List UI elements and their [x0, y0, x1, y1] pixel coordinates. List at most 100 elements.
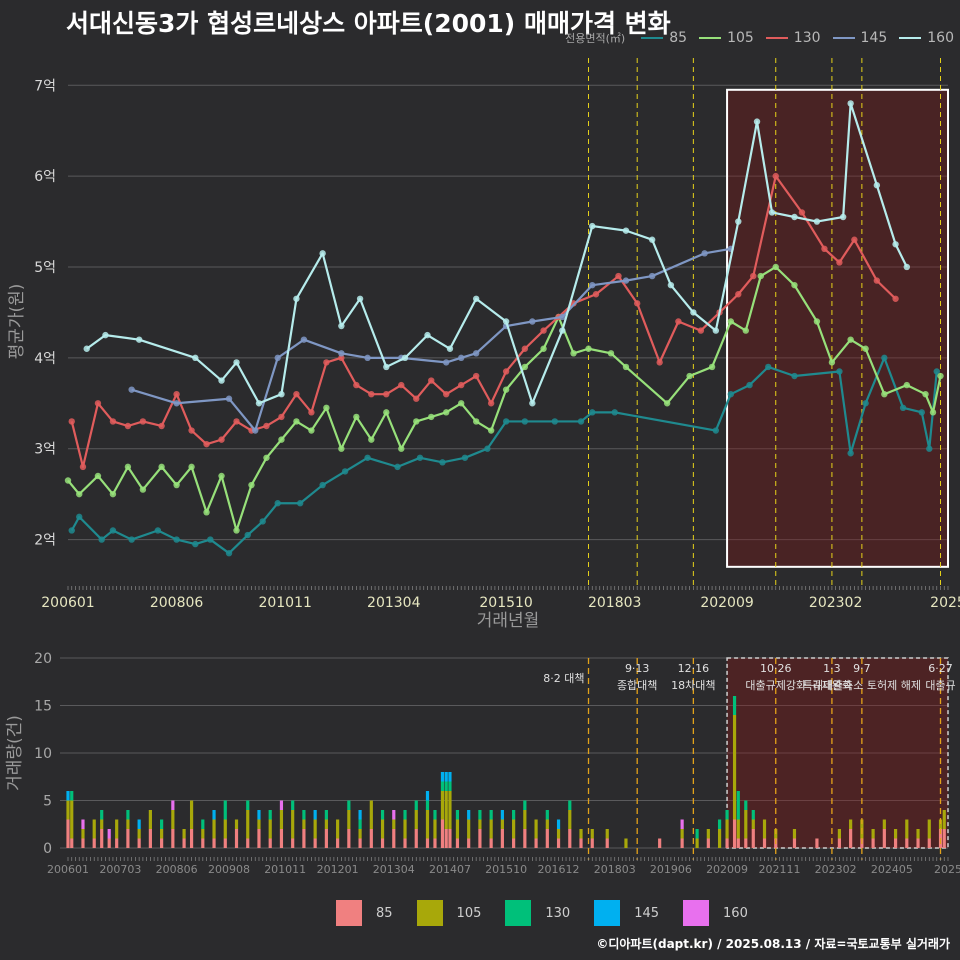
volume-bar-85	[455, 838, 460, 848]
data-point-130	[233, 418, 240, 425]
data-point-105	[727, 318, 735, 325]
volume-bar-130	[291, 800, 295, 810]
data-point-145	[648, 272, 656, 280]
volume-bar-85	[268, 838, 272, 848]
volume-bar-85	[736, 838, 740, 848]
volume-xtick-label: 201304	[373, 863, 415, 876]
data-point-85	[154, 527, 162, 534]
volume-bar-105	[358, 829, 362, 839]
volume-bar-105	[279, 810, 284, 829]
data-point-160	[648, 236, 656, 243]
data-point-160	[192, 354, 199, 362]
data-point-145	[300, 336, 308, 343]
data-point-85	[109, 527, 117, 534]
data-point-145	[128, 386, 135, 393]
volume-bar-105	[171, 810, 175, 829]
data-point-130	[124, 422, 132, 430]
volume-bar-105	[478, 819, 482, 829]
data-point-130	[697, 327, 705, 334]
data-point-85	[274, 500, 281, 507]
price-ytick-label: 3억	[34, 442, 56, 458]
volume-bar-105	[927, 819, 931, 839]
volume-bar-105	[115, 819, 119, 839]
volume-bar-105	[605, 829, 609, 839]
data-point-105	[929, 409, 937, 416]
data-point-85	[765, 363, 772, 371]
data-point-105	[188, 463, 195, 471]
volume-bar-130	[523, 800, 527, 810]
data-point-130	[615, 272, 622, 280]
legend-item-85: 85	[641, 30, 687, 46]
volume-bar-85	[279, 829, 284, 848]
volume-bar-130	[380, 810, 385, 820]
data-point-130	[851, 236, 858, 243]
volume-bar-85	[732, 819, 737, 848]
volume-bar-130	[545, 810, 549, 820]
volume-bar-105	[579, 829, 583, 839]
volume-bar-85	[448, 829, 452, 848]
volume-bar-85	[425, 838, 430, 848]
data-point-85	[484, 445, 491, 452]
volume-bar-105	[324, 819, 328, 829]
data-point-105	[607, 350, 615, 357]
data-point-145	[457, 354, 465, 362]
volume-bar-85	[160, 838, 164, 848]
data-point-105	[772, 263, 779, 271]
volume-bar-105	[893, 829, 898, 839]
volume-legend-item-160: 160	[683, 900, 748, 926]
volume-bar-105	[189, 800, 194, 829]
data-point-85	[918, 409, 925, 416]
legend-label: 105	[727, 30, 754, 46]
volume-xtick-label: 200806	[156, 863, 198, 876]
volume-bar-85	[556, 838, 561, 848]
volume-bar-85	[893, 838, 898, 848]
data-point-85	[439, 459, 446, 466]
data-point-105	[881, 390, 888, 398]
data-point-85	[207, 536, 214, 543]
volume-bar-145	[358, 810, 362, 820]
volume-legend-item-130: 130	[505, 900, 570, 926]
legend-label: 145	[860, 30, 888, 46]
volume-legend-item-145: 145	[594, 900, 659, 926]
volume-bar-130	[414, 800, 418, 810]
data-point-105	[521, 363, 529, 371]
volume-bar-105	[680, 829, 684, 839]
volume-bar-85	[100, 829, 104, 848]
data-point-105	[109, 490, 117, 498]
data-point-85	[611, 409, 618, 416]
data-point-105	[383, 409, 390, 416]
volume-bar-160	[279, 800, 284, 810]
legend-label: 85	[669, 30, 688, 46]
volume-bar-85	[882, 829, 886, 848]
data-point-105	[173, 481, 180, 489]
volume-xtick-label: 202009	[706, 863, 748, 876]
volume-bar-85	[70, 838, 74, 848]
volume-bar-85	[313, 838, 317, 848]
volume-bar-105	[268, 819, 272, 839]
volume-bar-105	[736, 819, 740, 839]
volume-bar-105	[369, 800, 373, 829]
volume-bar-130	[568, 800, 572, 810]
data-point-160	[667, 281, 675, 289]
data-point-160	[319, 250, 326, 257]
volume-xtick-label: 201201	[317, 863, 359, 876]
data-point-145	[589, 281, 596, 289]
data-point-145	[622, 277, 630, 284]
legend-swatch	[832, 37, 855, 39]
data-point-130	[821, 245, 828, 253]
volume-bar-160	[171, 800, 175, 810]
data-point-160	[102, 331, 109, 339]
volume-bar-130	[358, 819, 362, 829]
data-point-105	[413, 418, 420, 425]
volume-bar-130	[744, 800, 748, 810]
data-point-130	[656, 359, 663, 366]
volume-bar-85	[414, 829, 418, 848]
volume-bar-85	[706, 838, 710, 848]
volume-xtick-label: 201612	[538, 863, 580, 876]
volume-bar-130	[433, 810, 437, 820]
data-point-160	[735, 218, 742, 225]
data-point-130	[735, 291, 742, 298]
volume-bar-105	[126, 819, 130, 829]
data-point-105	[847, 336, 854, 343]
volume-bar-85	[467, 838, 471, 848]
